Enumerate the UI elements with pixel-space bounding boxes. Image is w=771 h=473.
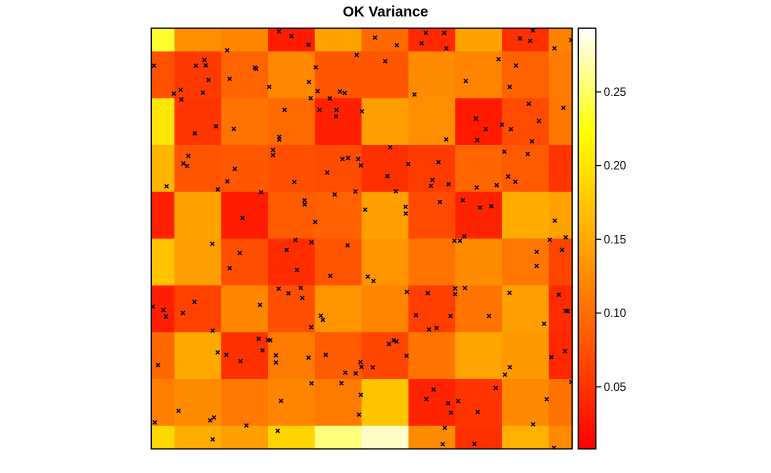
svg-text:0.05: 0.05 — [604, 382, 626, 394]
svg-text:0.25: 0.25 — [604, 87, 626, 99]
svg-text:0.20: 0.20 — [604, 161, 626, 173]
svg-text:0.10: 0.10 — [604, 308, 626, 320]
svg-text:OK Variance: OK Variance — [343, 5, 428, 21]
svg-text:0.15: 0.15 — [604, 234, 626, 246]
